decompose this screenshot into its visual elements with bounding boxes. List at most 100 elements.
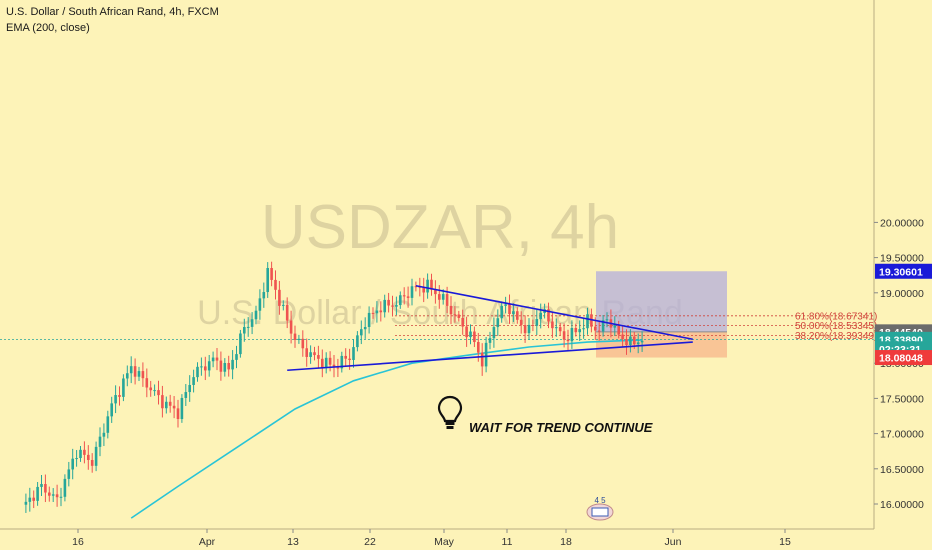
candle-body [168, 401, 172, 406]
x-tick-label: May [434, 536, 455, 548]
candle-body [239, 333, 242, 355]
candle-body [531, 324, 535, 326]
candle-body [321, 358, 324, 368]
chart-title: U.S. Dollar / South African Rand, 4h, FX… [6, 6, 219, 18]
candle-body [360, 329, 363, 336]
candle-body [126, 373, 129, 379]
candle-body [274, 279, 277, 290]
candle-body [387, 299, 390, 306]
candle-body [527, 324, 531, 334]
candle-body [586, 314, 589, 329]
candle-body [223, 363, 227, 372]
candle-body [512, 311, 515, 315]
candle-body [219, 360, 223, 372]
candle-body [445, 294, 449, 306]
candle-body [235, 354, 238, 360]
candle-body [188, 384, 191, 393]
candles [24, 261, 644, 513]
candle-body [340, 355, 344, 369]
candle-body [63, 478, 67, 497]
candle-body [594, 326, 597, 331]
x-tick-label: 11 [502, 536, 513, 548]
candle-body [176, 408, 180, 420]
candle-body [558, 327, 562, 332]
candle-body [469, 331, 472, 338]
candle-body [402, 295, 406, 297]
price-tag-bg [875, 350, 932, 366]
candle-body [555, 327, 558, 329]
candle-body [449, 305, 453, 315]
candle-body [430, 279, 433, 290]
candle-body [309, 352, 312, 357]
candle-body [102, 432, 106, 437]
lightbulb-base [446, 426, 454, 429]
candle-body [90, 459, 94, 466]
candle-body [324, 357, 328, 368]
candle-body [625, 339, 628, 346]
price-tag: 19.30601 [875, 263, 932, 279]
candle-body [438, 294, 441, 300]
candle-body [313, 352, 316, 356]
candle-body [441, 294, 445, 300]
candle-body [278, 289, 281, 306]
candle-body [379, 310, 383, 313]
candle-body [332, 364, 336, 368]
candle-body [114, 395, 117, 404]
candle-body [348, 358, 351, 360]
candle-body [180, 397, 184, 420]
x-tick-label: 16 [72, 536, 84, 548]
trendline-lower [287, 341, 693, 372]
candle-body [363, 326, 367, 330]
candle-body [539, 312, 542, 320]
candle-body [67, 469, 71, 479]
candle-body [71, 458, 74, 470]
candle-body [547, 309, 550, 322]
price-tag-label: 18.08048 [879, 353, 923, 365]
annotation-text: WAIT FOR TREND CONTINUE [469, 420, 653, 435]
candle-body [243, 327, 246, 334]
x-tick-label: Jun [665, 536, 682, 548]
target-zone [596, 271, 727, 332]
candle-body [410, 286, 414, 298]
lightbulb-base [445, 422, 455, 425]
candle-body [570, 327, 574, 342]
y-tick-label: 16.50000 [880, 464, 924, 476]
candle-body [250, 319, 254, 327]
candle-body [161, 395, 164, 409]
candle-body [640, 340, 644, 343]
y-tick-label: 16.00000 [880, 499, 924, 511]
candle-body [51, 494, 55, 496]
candle-body [422, 287, 425, 293]
candle-body [317, 355, 320, 359]
candle-body [165, 401, 168, 409]
candle-body [297, 338, 301, 340]
candle-body [172, 405, 176, 409]
candle-body [145, 378, 149, 388]
candle-body [352, 347, 355, 360]
candle-body [28, 497, 32, 502]
candle-body [496, 318, 500, 328]
candle-body [196, 366, 199, 378]
candle-body [336, 367, 340, 369]
lightbulb-glass [437, 395, 463, 423]
candle-body [508, 304, 511, 315]
candle-body [383, 299, 386, 313]
candle-body [516, 311, 519, 320]
candle-body [636, 342, 640, 345]
candle-body [118, 395, 121, 397]
candle-body [621, 334, 624, 340]
candle-body [434, 289, 437, 295]
candle-body [94, 446, 98, 466]
x-tick-label: Apr [199, 536, 216, 548]
candle-body [523, 325, 527, 334]
y-tick-label: 17.00000 [880, 429, 924, 441]
candle-body [254, 310, 258, 320]
candle-body [153, 390, 156, 392]
candle-body [484, 342, 488, 367]
candle-body [137, 371, 141, 377]
candle-body [87, 454, 90, 460]
candle-body [617, 324, 620, 335]
event-flag-box [591, 507, 609, 517]
candle-body [633, 336, 636, 345]
